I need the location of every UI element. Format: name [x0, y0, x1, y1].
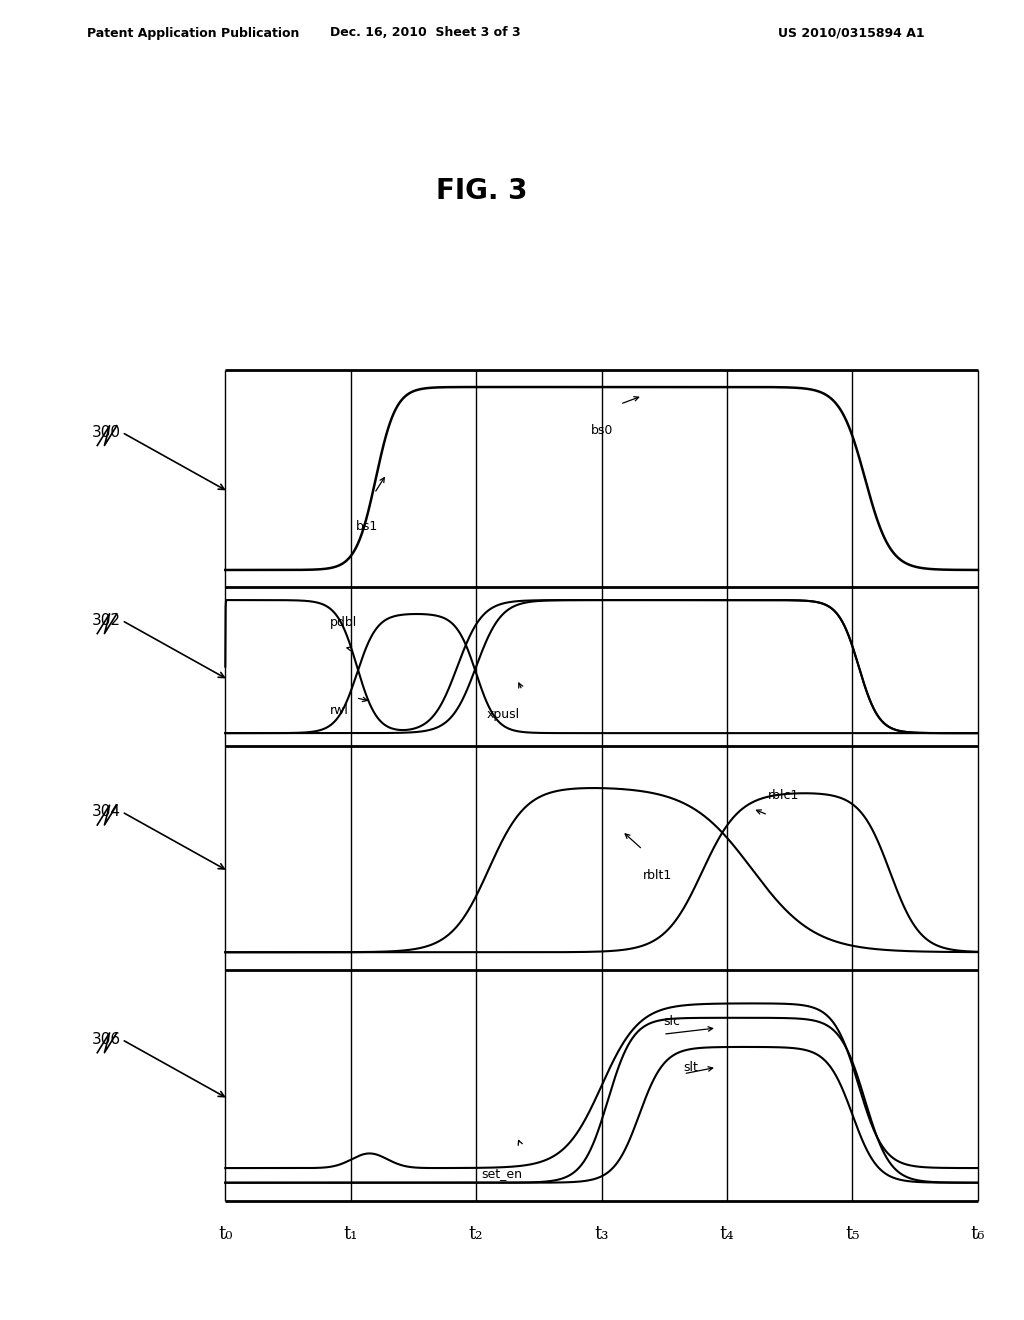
Text: rwl: rwl — [330, 705, 349, 718]
Text: slt: slt — [684, 1061, 698, 1073]
Text: bs1: bs1 — [356, 520, 378, 533]
Text: t₅: t₅ — [845, 1225, 860, 1243]
Text: Patent Application Publication: Patent Application Publication — [87, 26, 299, 40]
Text: 304: 304 — [92, 804, 121, 820]
Text: t₁: t₁ — [343, 1225, 358, 1243]
Text: bs0: bs0 — [592, 424, 613, 437]
Text: t₆: t₆ — [971, 1225, 985, 1243]
Text: xpusl: xpusl — [486, 708, 519, 721]
Text: FIG. 3: FIG. 3 — [435, 177, 527, 206]
Text: rblt1: rblt1 — [643, 870, 672, 883]
Text: t₃: t₃ — [594, 1225, 609, 1243]
Text: pdbl: pdbl — [330, 615, 357, 628]
Text: Dec. 16, 2010  Sheet 3 of 3: Dec. 16, 2010 Sheet 3 of 3 — [330, 26, 520, 40]
Text: 300: 300 — [92, 425, 121, 440]
Text: t₄: t₄ — [720, 1225, 734, 1243]
Text: US 2010/0315894 A1: US 2010/0315894 A1 — [778, 26, 925, 40]
Text: rblc1: rblc1 — [768, 788, 800, 801]
Text: 306: 306 — [92, 1032, 121, 1047]
Text: t₀: t₀ — [218, 1225, 232, 1243]
Text: set_en: set_en — [481, 1167, 522, 1180]
Text: slc: slc — [664, 1015, 680, 1027]
Text: 302: 302 — [92, 612, 121, 628]
Text: t₂: t₂ — [469, 1225, 483, 1243]
